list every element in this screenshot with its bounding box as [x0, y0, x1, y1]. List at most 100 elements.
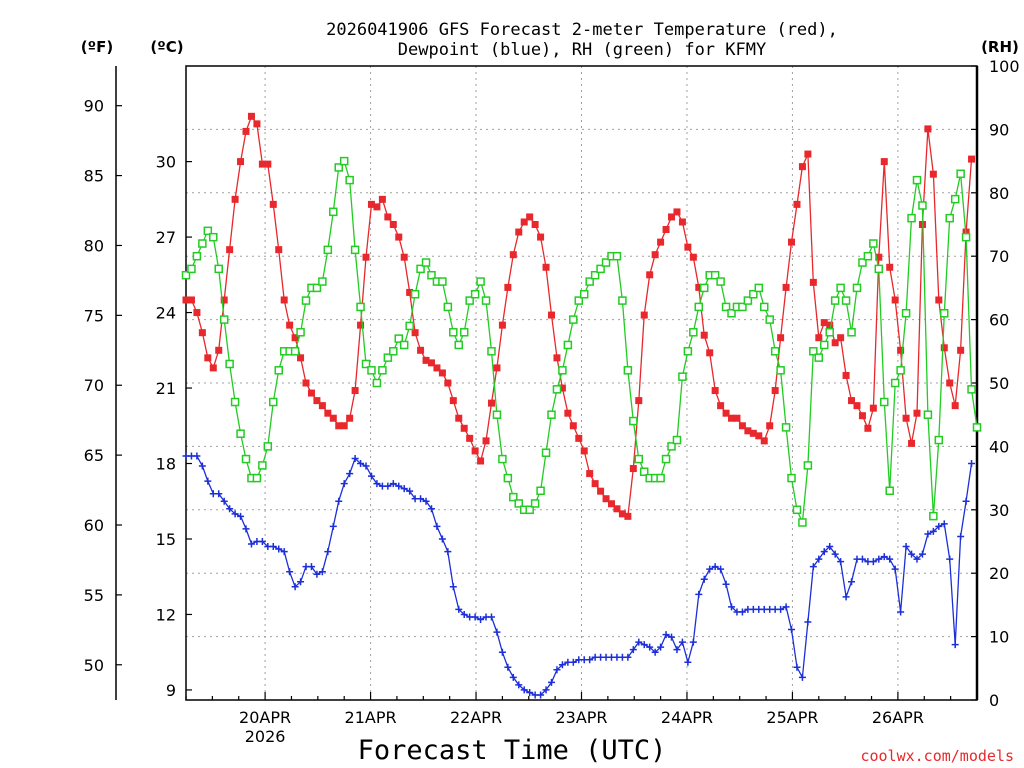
dewpoint-point — [487, 613, 495, 621]
rh-point — [634, 454, 644, 464]
dewpoint-point — [422, 497, 430, 505]
fahrenheit-axis-label: (ºF) — [81, 38, 113, 56]
dewpoint-point — [471, 613, 479, 621]
temperature-point — [837, 334, 845, 342]
temperature-point — [728, 414, 736, 422]
rh-point — [203, 226, 213, 236]
temperature-point — [280, 296, 288, 304]
dewpoint-point — [384, 482, 392, 490]
rh-point — [727, 309, 736, 318]
temperature-point — [957, 346, 965, 354]
rh-point — [443, 302, 453, 312]
celsius-tick-label: 30 — [156, 153, 176, 172]
rh-point — [579, 289, 589, 299]
dewpoint-point — [515, 681, 523, 689]
temperature-point — [389, 221, 397, 228]
rh-point — [623, 366, 633, 375]
temperature-point — [651, 251, 659, 259]
rh-point — [612, 251, 622, 261]
rh-point — [509, 492, 518, 502]
rh-point — [672, 435, 682, 445]
temperature-point — [307, 389, 315, 397]
temperature-point — [924, 125, 932, 133]
dewpoint-point — [629, 646, 637, 654]
rh-point — [836, 283, 845, 293]
temperature-point — [258, 160, 266, 168]
rh-point — [209, 232, 218, 242]
dewpoint-point — [520, 686, 528, 694]
dewpoint-point — [558, 661, 566, 669]
temperature-point — [504, 283, 512, 291]
rh-point — [874, 264, 884, 274]
temperature-point — [324, 409, 332, 417]
rh-point — [858, 258, 867, 267]
temperature-point — [362, 253, 370, 261]
rh-point — [803, 461, 813, 470]
rh-axis-label: (RH) — [981, 38, 1019, 56]
rh-point — [901, 309, 911, 318]
rh-point — [661, 454, 671, 464]
rh-point — [809, 347, 818, 356]
temperature-point — [291, 334, 299, 342]
dewpoint-point — [586, 656, 594, 664]
rh-point — [350, 245, 360, 255]
rh-tick-label: 20 — [989, 564, 1009, 583]
rh-point — [312, 283, 322, 293]
dewpoint-point — [291, 583, 299, 591]
rh-point — [776, 366, 785, 375]
temperature-point — [531, 221, 539, 228]
dewpoint-point — [258, 538, 266, 545]
temperature-point — [624, 512, 632, 520]
dewpoint-point — [831, 550, 839, 558]
rh-point — [383, 353, 393, 362]
temperature-point — [417, 346, 425, 354]
dewpoint-point — [220, 497, 228, 505]
dewpoint-point — [646, 643, 654, 651]
temperature-point — [842, 371, 850, 379]
dewpoint-point — [902, 543, 910, 551]
temperature-point — [864, 424, 872, 432]
rh-point — [345, 175, 354, 185]
temperature-point — [798, 163, 806, 171]
rh-point — [956, 169, 965, 179]
rh-point — [699, 283, 709, 293]
dewpoint-point — [820, 548, 828, 556]
rh-point — [498, 454, 507, 464]
temperature-point — [351, 387, 359, 395]
rh-point — [967, 385, 976, 394]
dewpoint-point — [940, 520, 948, 528]
dewpoint-point — [706, 565, 714, 573]
dewpoint-point — [335, 497, 343, 505]
axes — [115, 65, 979, 701]
temperature-point — [449, 397, 457, 405]
dewpoint-point — [367, 472, 375, 480]
temperature-point — [526, 213, 534, 221]
rh-point — [743, 296, 753, 305]
temperature-point — [602, 495, 610, 503]
temperature-point — [940, 344, 948, 352]
rh-tick-label: 70 — [989, 247, 1009, 266]
rh-point — [290, 347, 300, 356]
dewpoint-point — [449, 583, 457, 591]
dewpoint-point — [269, 543, 277, 551]
rh-point — [896, 366, 905, 375]
dewpoint-point — [946, 555, 954, 563]
temperature-point — [782, 283, 790, 291]
dewpoint-point — [837, 558, 845, 566]
rh-tick-label: 60 — [989, 311, 1009, 330]
temperature-point — [313, 397, 321, 405]
rh-tick-label: 100 — [989, 57, 1020, 76]
rh-point — [296, 328, 305, 337]
dewpoint-point — [875, 555, 883, 563]
temperature-point — [297, 354, 305, 362]
tick-labels: 50 55 60 65 70 75 80 85 90 9 12 15 18 21 24 27 30 0 10 20 30… — [84, 57, 1020, 746]
rh-point — [841, 296, 851, 305]
dewpoint-point — [897, 608, 905, 616]
rh-point — [885, 486, 894, 496]
dewpoint-point — [673, 646, 681, 654]
temperature-point — [788, 238, 796, 246]
temperature-point — [744, 427, 752, 435]
rh-point — [678, 372, 687, 381]
rh-point — [525, 505, 534, 515]
rh-point — [410, 289, 420, 299]
